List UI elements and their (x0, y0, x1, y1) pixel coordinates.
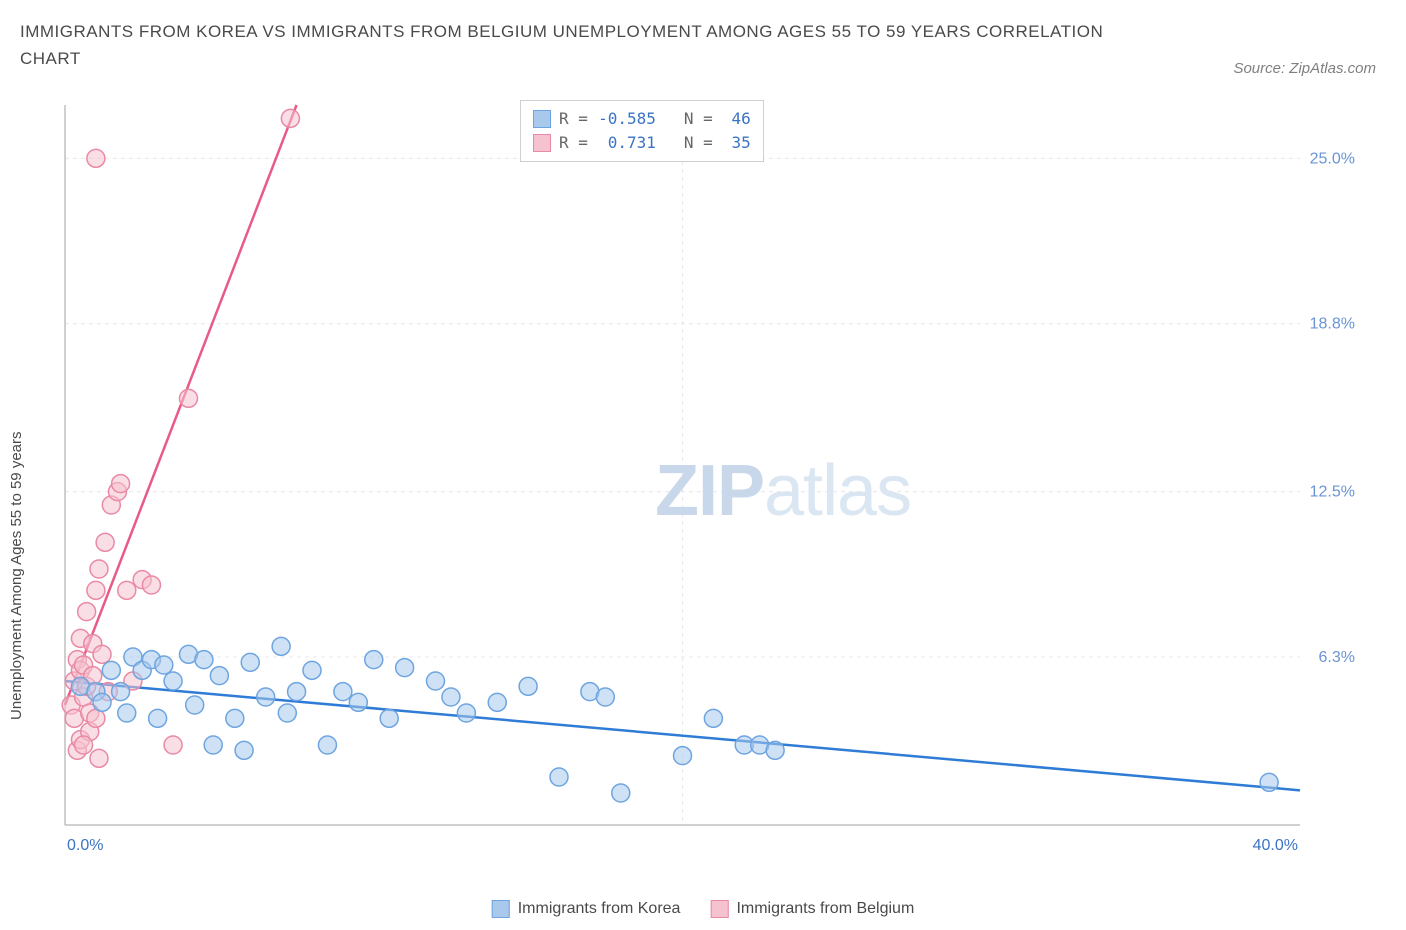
stats-legend-row-belgium: R = 0.731 N = 35 (533, 131, 751, 155)
svg-text:40.0%: 40.0% (1253, 837, 1298, 854)
svg-text:6.3%: 6.3% (1319, 649, 1355, 666)
legend-label-korea: Immigrants from Korea (518, 900, 681, 918)
svg-text:12.5%: 12.5% (1310, 484, 1355, 501)
belgium-swatch (533, 134, 551, 152)
legend-item-belgium: Immigrants from Belgium (710, 900, 914, 918)
r-value-2: 0.731 (596, 131, 656, 155)
korea-swatch (533, 110, 551, 128)
n-value-2: 35 (721, 131, 751, 155)
n-value-1: 46 (721, 107, 751, 131)
source-attribution: Source: ZipAtlas.com (1233, 60, 1376, 77)
korea-swatch-bottom (492, 900, 510, 918)
stats-legend-row-korea: R = -0.585 N = 46 (533, 107, 751, 131)
y-axis-label: Unemployment Among Ages 55 to 59 years (8, 431, 25, 720)
legend-label-belgium: Immigrants from Belgium (736, 900, 914, 918)
r-label-1: R = (559, 107, 588, 131)
stats-legend: R = -0.585 N = 46 R = 0.731 N = 35 (520, 100, 764, 162)
bottom-legend: Immigrants from Korea Immigrants from Be… (492, 900, 915, 918)
n-label-2: N = (684, 131, 713, 155)
belgium-swatch-bottom (710, 900, 728, 918)
chart-plot-area: 6.3%12.5%18.8%25.0%0.0%40.0% ZIPatlas R … (55, 100, 1375, 860)
chart-title: IMMIGRANTS FROM KOREA VS IMMIGRANTS FROM… (20, 18, 1120, 72)
scatter-plot-svg: 6.3% 12.5% 18.8% 25.0% 0.0% 40.0% (55, 100, 1375, 860)
legend-item-korea: Immigrants from Korea (492, 900, 681, 918)
svg-text:18.8%: 18.8% (1310, 316, 1355, 333)
r-label-2: R = (559, 131, 588, 155)
svg-text:25.0%: 25.0% (1310, 150, 1355, 167)
r-value-1: -0.585 (596, 107, 656, 131)
svg-text:0.0%: 0.0% (67, 837, 103, 854)
n-label-1: N = (684, 107, 713, 131)
